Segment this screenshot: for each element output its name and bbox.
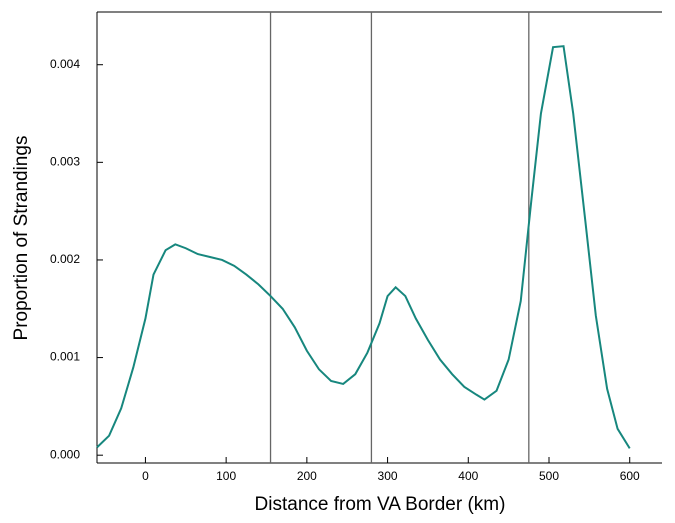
- x-tick-label: 300: [378, 469, 398, 483]
- x-tick-label: 400: [458, 469, 478, 483]
- x-tick-label: 100: [216, 469, 236, 483]
- line-series: [96, 45, 631, 449]
- y-axis-label: Proportion of Strandings: [11, 136, 32, 341]
- y-tick-label: 0.002: [50, 252, 80, 266]
- y-tick-label: 0.004: [50, 57, 80, 71]
- x-tick-label: 0: [142, 469, 149, 483]
- y-tick-label: 0.003: [50, 155, 80, 169]
- x-axis-label: Distance from VA Border (km): [255, 494, 506, 515]
- y-tick-label: 0.001: [50, 350, 80, 364]
- x-tick-label: 500: [539, 469, 559, 483]
- x-tick-label: 200: [297, 469, 317, 483]
- y-tick-label: 0.000: [50, 447, 80, 461]
- x-tick-label: 600: [620, 469, 640, 483]
